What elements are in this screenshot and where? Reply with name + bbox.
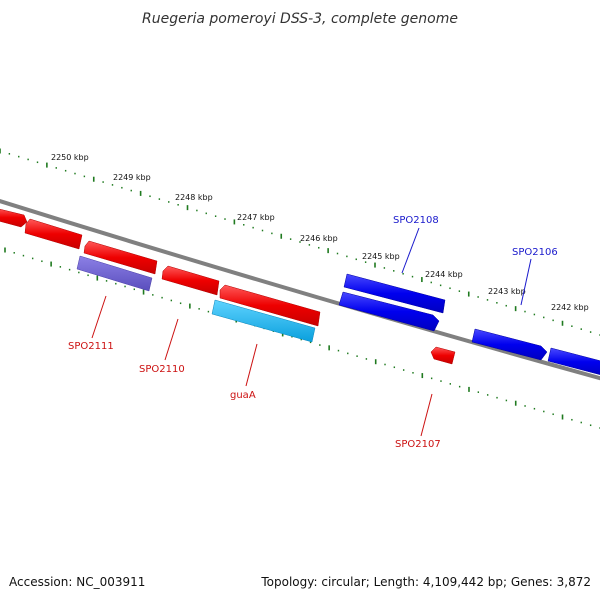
gene-arrow[interactable] — [547, 347, 600, 376]
genome-summary-text: Topology: circular; Length: 4,109,442 bp… — [260, 575, 591, 589]
kbp-label: 2246 kbp — [300, 234, 338, 243]
kbp-label: 2248 kbp — [175, 193, 213, 202]
gene-label-spo2111[interactable]: SPO2111 — [68, 341, 114, 352]
leader-line — [420, 393, 433, 437]
genome-backbone — [0, 199, 600, 381]
gene-arrow[interactable] — [0, 208, 28, 228]
gene-label-spo2110[interactable]: SPO2110 — [139, 364, 185, 375]
kbp-labels: 2250 kbp 2249 kbp 2248 kbp 2247 kbp 2246… — [51, 153, 589, 312]
gene-arrow[interactable] — [343, 273, 446, 314]
kbp-label: 2249 kbp — [113, 173, 151, 182]
gene-track-reverse — [76, 255, 600, 376]
gene-track-forward — [0, 208, 446, 332]
leader-line — [401, 227, 420, 274]
kbp-label: 2245 kbp — [362, 252, 400, 261]
accession-text: Accession: NC_003911 — [9, 575, 145, 589]
tick-row-lower — [4, 247, 600, 429]
leader-line — [245, 343, 258, 387]
gene-label-spo2107[interactable]: SPO2107 — [395, 439, 441, 450]
kbp-label: 2244 kbp — [425, 270, 463, 279]
gene-arrow[interactable] — [76, 255, 153, 292]
gene-arrow[interactable] — [24, 218, 83, 250]
gene-label-guaa[interactable]: guaA — [230, 390, 256, 401]
leader-line — [91, 295, 107, 339]
kbp-label: 2250 kbp — [51, 153, 89, 162]
leader-line — [520, 258, 532, 306]
tick-row-upper — [0, 148, 600, 336]
gene-arrow[interactable] — [471, 328, 548, 361]
gene-arrow[interactable] — [219, 284, 321, 327]
leader-line — [164, 318, 179, 361]
gene-label-spo2106[interactable]: SPO2106 — [512, 247, 558, 258]
kbp-label: 2247 kbp — [237, 213, 275, 222]
gene-arrow[interactable] — [161, 265, 220, 296]
gene-labels: SPO2108 SPO2106 SPO2111 SPO2110 guaA SPO… — [68, 215, 558, 450]
kbp-label: 2243 kbp — [488, 287, 526, 296]
gene-label-leaders — [91, 227, 532, 437]
gene-arrow[interactable] — [430, 346, 456, 365]
gene-arrow[interactable] — [211, 299, 316, 343]
gene-arrow[interactable] — [338, 291, 440, 332]
gene-label-spo2108[interactable]: SPO2108 — [393, 215, 439, 226]
gene-arrow[interactable] — [83, 240, 158, 275]
map-title: Ruegeria pomeroyi DSS-3, complete genome — [142, 11, 458, 27]
kbp-label: 2242 kbp — [551, 303, 589, 312]
